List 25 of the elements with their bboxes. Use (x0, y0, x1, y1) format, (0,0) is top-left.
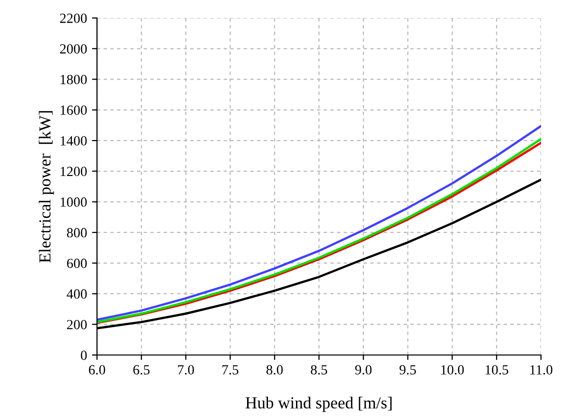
x-tick-label: 8.0 (266, 365, 283, 375)
y-tick-label: 1600 (60, 105, 87, 115)
y-tick-label: 200 (67, 320, 87, 330)
x-tick-label: 6.5 (133, 365, 150, 375)
x-tick-label: 6.0 (88, 365, 106, 375)
x-tick-label: 7.5 (222, 365, 238, 375)
x-tick-label: 11.0 (530, 365, 552, 375)
x-tick-label: 9.0 (355, 365, 372, 375)
y-axis-title: Electrical power [kW] (38, 111, 54, 263)
x-axis-title: Hub wind speed [m/s] (246, 396, 392, 412)
y-tick-label: 2200 (60, 14, 87, 23)
y-tick-label: 1800 (60, 74, 87, 84)
x-tick-label: 10.0 (441, 365, 464, 375)
y-tick-label: 2000 (60, 44, 87, 54)
x-tick-label: 9.5 (400, 365, 416, 375)
y-tick-label: 400 (66, 289, 87, 299)
y-tick-label: 600 (67, 258, 87, 268)
y-tick-label: 1200 (60, 166, 87, 176)
y-tick-label: 1000 (60, 197, 87, 207)
x-tick-label: 8.5 (310, 365, 328, 375)
y-tick-label: 1400 (60, 136, 87, 146)
x-tick-label: 10.5 (486, 365, 508, 375)
x-tick-label: 7.0 (178, 365, 194, 375)
y-tick-label: 0 (80, 350, 87, 360)
y-tick-label: 800 (66, 228, 87, 238)
